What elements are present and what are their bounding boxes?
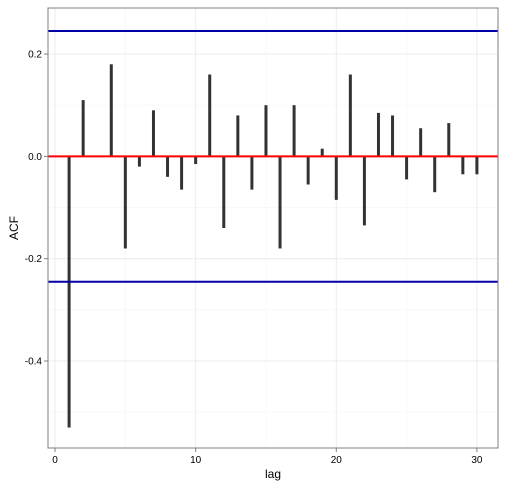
acf-bar-lag-13	[236, 115, 240, 157]
acf-bar-lag-22	[362, 156, 366, 226]
acf-bar-lag-21	[348, 74, 352, 157]
y-tick-label: -0.2	[25, 254, 43, 265]
acf-bar-lag-4	[109, 64, 113, 157]
y-axis-ticks: -0.4 -0.2 0.0 0.2	[25, 50, 48, 368]
acf-bar-lag-27	[433, 156, 437, 193]
acf-bar-lag-17	[292, 105, 296, 157]
acf-bar-lag-26	[419, 128, 423, 157]
acf-bar-lag-11	[208, 74, 212, 157]
acf-bar-lag-8	[166, 156, 170, 177]
acf-bar-lag-29	[461, 156, 465, 175]
acf-bar-lag-7	[151, 110, 155, 157]
acf-bar-lag-10	[194, 156, 198, 165]
acf-bar-lag-14	[250, 156, 254, 190]
acf-bar-lag-1	[67, 156, 71, 428]
acf-bar-lag-5	[123, 156, 127, 249]
x-tick-label: 0	[52, 455, 58, 466]
acf-bar-lag-25	[405, 156, 409, 180]
plot-border	[47, 7, 499, 449]
y-tick-label: 0.2	[28, 50, 42, 61]
acf-bars	[67, 64, 479, 428]
acf-bar-lag-2	[81, 100, 85, 157]
acf-bar-lag-6	[137, 156, 141, 167]
acf-bar-lag-20	[334, 156, 338, 200]
x-tick-label: 10	[190, 455, 202, 466]
y-tick-label: -0.4	[25, 357, 43, 368]
x-tick-label: 30	[471, 455, 483, 466]
acf-bar-lag-28	[447, 123, 451, 157]
acf-bar-lag-15	[264, 105, 268, 157]
acf-bar-lag-9	[180, 156, 184, 190]
y-tick-label: 0.0	[28, 152, 42, 163]
acf-bar-lag-23	[376, 112, 380, 157]
acf-bar-lag-18	[306, 156, 310, 185]
plot-panel	[48, 8, 498, 448]
acf-bar-lag-16	[278, 156, 282, 249]
acf-bar-lag-19	[320, 148, 324, 157]
y-axis-title: ACF	[7, 216, 21, 240]
x-tick-label: 20	[331, 455, 343, 466]
reference-lines	[48, 30, 498, 283]
acf-bar-lag-24	[391, 115, 395, 157]
acf-bar-lag-12	[222, 156, 226, 228]
x-axis-ticks: 0 10 20 30	[52, 448, 483, 466]
x-axis-title: lag	[265, 467, 281, 481]
acf-bar-lag-30	[475, 156, 479, 175]
